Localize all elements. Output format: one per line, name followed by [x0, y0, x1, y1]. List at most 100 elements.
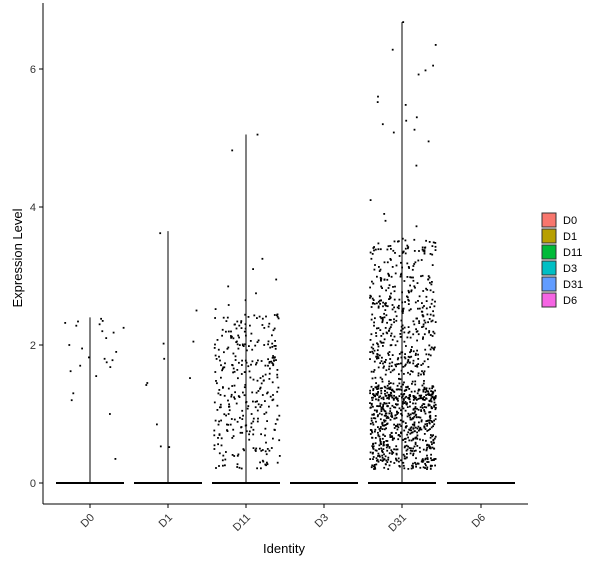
point-D11	[268, 378, 271, 380]
y-ticks: 0 2 4 6	[30, 64, 43, 490]
point-D31	[393, 290, 396, 293]
point-D31	[380, 341, 383, 344]
x-tick-label: D1	[157, 512, 175, 530]
point-D11	[256, 341, 259, 343]
point-D11	[230, 395, 233, 398]
legend-swatch-D11	[541, 244, 557, 260]
point-D31	[426, 430, 429, 432]
point-D31	[388, 284, 391, 287]
point-D31	[388, 275, 390, 277]
point-D31	[417, 353, 419, 356]
point-D31	[398, 255, 401, 257]
point-D31	[425, 300, 428, 302]
point-D31	[420, 373, 422, 376]
point-D31	[398, 304, 400, 307]
point-D31	[385, 369, 388, 372]
point-D31	[376, 405, 378, 407]
point-D31	[380, 279, 382, 282]
point-D31	[417, 363, 420, 365]
point-D31	[408, 447, 411, 449]
point-D31	[369, 433, 372, 435]
point-D31	[434, 395, 437, 397]
point-D31	[420, 310, 423, 313]
point-D31	[422, 397, 424, 399]
point-D31	[426, 457, 429, 459]
point-D31	[372, 247, 375, 249]
point-D31	[395, 365, 397, 368]
point-D11	[257, 339, 260, 342]
point-D31	[430, 405, 433, 408]
point-D11	[224, 458, 227, 461]
point-D11	[261, 459, 264, 462]
point-D31	[407, 468, 410, 470]
point-D31	[383, 466, 386, 469]
point-D31	[400, 273, 402, 276]
point-D31	[423, 396, 426, 398]
point-D31	[373, 246, 375, 248]
point-D31	[373, 349, 376, 352]
point-D31	[404, 441, 407, 443]
point-D31	[372, 370, 375, 373]
point-D31	[369, 339, 372, 341]
point-D11	[236, 340, 238, 343]
point-D31	[428, 344, 431, 347]
point-D31	[414, 286, 416, 289]
point-D31	[431, 298, 434, 301]
point-D31	[410, 290, 413, 293]
point-D31	[386, 384, 389, 387]
point-D11	[231, 385, 234, 387]
point-D11	[262, 460, 265, 463]
point-D0	[64, 322, 67, 324]
point-D31	[377, 306, 380, 309]
point-D31	[377, 391, 379, 393]
point-D31	[432, 425, 434, 428]
point-D31	[396, 398, 398, 400]
point-D31	[372, 352, 375, 355]
point-D31	[423, 319, 426, 322]
point-D31	[383, 458, 386, 461]
point-D11	[240, 467, 243, 470]
point-D31	[403, 373, 405, 375]
x-ticks: D0 D1 D11 D3 D31 D6	[79, 504, 488, 534]
point-D31	[429, 306, 431, 309]
point-D31	[430, 346, 433, 349]
point-D11	[276, 418, 279, 421]
point-D31	[423, 406, 426, 408]
point-D31	[371, 302, 374, 305]
point-D31	[420, 409, 422, 411]
point-D11	[228, 403, 230, 406]
point-D11	[266, 461, 268, 464]
point-D31	[388, 327, 391, 330]
point-D31	[370, 385, 373, 388]
point-D31	[396, 340, 399, 343]
point-D31	[427, 358, 429, 361]
point-D31	[420, 397, 422, 400]
point-D31	[398, 395, 401, 397]
point-D31	[369, 422, 372, 425]
point-D31	[399, 388, 401, 391]
point-D31	[396, 388, 399, 391]
point-D31	[383, 420, 386, 423]
point-D31	[370, 257, 373, 260]
point-D31	[389, 407, 392, 410]
point-D31	[410, 289, 413, 292]
point-D31	[410, 390, 413, 393]
point-D11	[267, 343, 269, 346]
point-D11	[273, 327, 276, 330]
point-D11	[255, 447, 258, 450]
point-D31	[396, 384, 399, 387]
point-D31	[379, 455, 381, 458]
point-D11	[215, 380, 217, 382]
point-D0	[122, 326, 125, 329]
point-D31	[378, 428, 381, 430]
point-D31	[431, 443, 433, 446]
point-D11	[256, 409, 259, 412]
point-D11	[256, 379, 259, 382]
point-D31	[373, 413, 375, 415]
point-D31	[382, 403, 385, 406]
point-D31	[385, 459, 388, 462]
point-D31	[398, 377, 400, 380]
point-D11	[256, 420, 259, 423]
point-D11	[249, 324, 251, 327]
